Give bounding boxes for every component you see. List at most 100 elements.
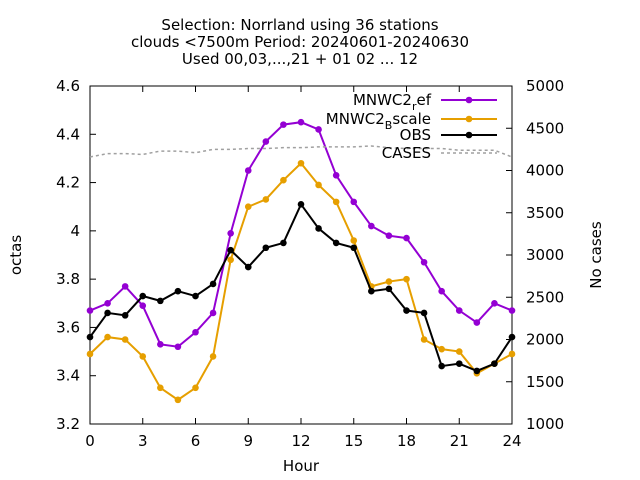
legend-label-main: OBS (400, 126, 431, 144)
data-point (420, 309, 428, 317)
y2-tick-label: 4000 (526, 162, 564, 180)
legend-label-main: MNWC2 (353, 91, 412, 109)
data-point (315, 181, 322, 189)
data-point (297, 159, 305, 167)
data-point (403, 275, 410, 283)
data-point (174, 287, 182, 295)
data-point (508, 350, 516, 358)
y-tick-label: 4.2 (56, 174, 80, 192)
legend-label: OBS (400, 126, 431, 144)
legend-label-main: MNWC2 (326, 110, 385, 128)
y2-tick-label: 3000 (526, 246, 564, 264)
data-point (332, 172, 340, 179)
legend-marker (465, 131, 473, 139)
data-point (192, 328, 199, 336)
y2-tick-label: 2000 (526, 331, 564, 349)
legend-label-rest: scale (392, 110, 431, 128)
data-point (244, 203, 252, 211)
data-point (104, 309, 111, 317)
data-point (332, 198, 340, 206)
data-point (332, 239, 340, 247)
data-point (262, 196, 270, 203)
data-point (227, 229, 234, 237)
data-point (139, 302, 147, 310)
data-point (174, 343, 182, 351)
data-point (121, 312, 129, 319)
legend-label: MNWC2Bscale (326, 110, 431, 132)
data-point (227, 246, 234, 254)
data-point (297, 201, 305, 208)
data-point (315, 126, 322, 133)
data-point (350, 237, 358, 244)
legend-label-sub: r (412, 100, 417, 113)
data-point (350, 198, 358, 206)
y2-tick-label: 4500 (526, 119, 564, 137)
data-point (368, 287, 375, 295)
data-point (280, 121, 287, 128)
series-line (89, 145, 513, 158)
y-tick-label: 3.2 (56, 415, 80, 433)
legend-marker (465, 96, 473, 104)
data-point (86, 333, 94, 341)
data-point (192, 292, 199, 300)
data-point (86, 350, 94, 358)
legend-label-rest: ef (416, 91, 431, 109)
data-point (157, 384, 164, 392)
x-tick-label: 24 (502, 432, 521, 450)
x-axis-label: Hour (283, 457, 320, 475)
data-point (104, 299, 111, 307)
series-line (89, 202, 513, 372)
x-tick-label: 9 (243, 432, 253, 450)
data-point (227, 256, 234, 264)
data-point (121, 283, 129, 290)
data-point (350, 244, 358, 252)
data-point (244, 263, 252, 271)
data-point (403, 307, 410, 314)
data-point (121, 336, 129, 343)
data-point (438, 362, 445, 370)
x-tick-label: 21 (450, 432, 469, 450)
x-tick-label: 12 (291, 432, 310, 450)
y2-tick-label: 3500 (526, 204, 564, 222)
data-point (473, 367, 481, 375)
data-point (420, 336, 428, 343)
data-point (280, 239, 287, 247)
x-tick-label: 18 (397, 432, 416, 450)
data-point (209, 280, 217, 288)
title-line: Used 00,03,...,21 + 01 02 ... 12 (182, 50, 418, 68)
data-point (438, 345, 445, 353)
data-point (315, 225, 322, 232)
data-point (385, 285, 393, 293)
legend-label: MNWC2ref (353, 91, 432, 113)
data-point (438, 287, 445, 295)
title-line: clouds <7500m Period: 20240601-20240630 (131, 33, 469, 51)
y-tick-label: 4.4 (56, 125, 80, 143)
chart-title: Selection: Norrland using 36 stationsclo… (131, 16, 469, 68)
data-point (86, 307, 94, 314)
data-point (491, 360, 498, 367)
y-tick-label: 4.6 (56, 77, 80, 95)
series-layer (86, 118, 516, 404)
data-point (209, 353, 217, 360)
title-line: Selection: Norrland using 36 stations (161, 16, 438, 34)
data-point (139, 353, 147, 360)
data-point (280, 176, 287, 184)
data-point (491, 299, 498, 307)
x-tick-label: 6 (191, 432, 201, 450)
legend-label-sub: B (385, 119, 393, 132)
data-point (209, 309, 217, 317)
data-point (473, 319, 481, 326)
data-point (244, 167, 252, 174)
x-tick-label: 3 (138, 432, 148, 450)
data-point (157, 341, 164, 348)
data-point (174, 396, 182, 404)
data-point (262, 138, 270, 145)
legend-marker (465, 115, 473, 123)
data-point (455, 307, 463, 314)
data-point (403, 234, 410, 242)
legend-label: CASES (382, 144, 431, 162)
data-point (420, 258, 428, 266)
y-axis-label: octas (7, 235, 25, 275)
x-tick-label: 15 (344, 432, 363, 450)
